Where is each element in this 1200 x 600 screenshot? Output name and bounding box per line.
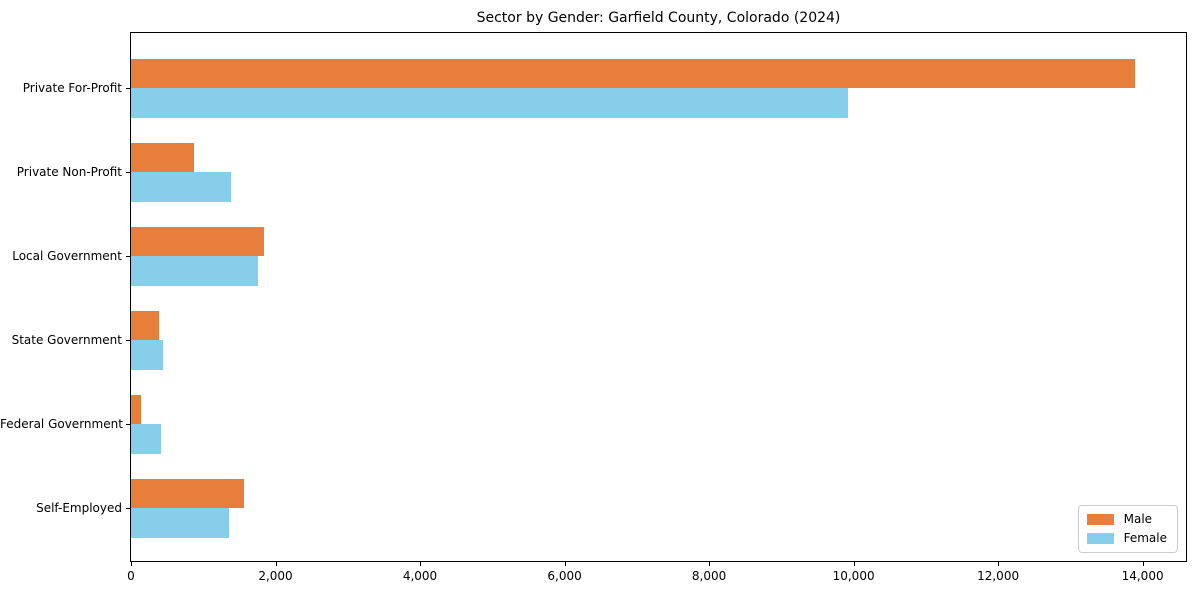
y-tick-mark [126,256,130,257]
bar-female-state-government [131,340,163,370]
x-tick-label-8000: 8,000 [691,569,727,583]
bar-female-private-for-profit [131,88,848,118]
x-tick-mark [998,562,1000,566]
bar-male-federal-government [131,394,141,424]
bar-female-private-non-profit [131,172,232,202]
x-tick-label-2000: 2,000 [258,569,293,583]
bar-male-private-for-profit [131,58,1136,88]
x-tick-mark [275,562,277,566]
y-tick-label-state-government: State Government [11,333,122,347]
y-tick-label-self-employed: Self-Employed [36,501,122,515]
bar-female-federal-government [131,424,161,454]
bar-male-self-employed [131,478,245,508]
x-tick-mark [420,562,421,566]
legend-swatch-male-icon [1086,514,1114,525]
x-tick-mark [1142,562,1144,566]
y-tick-label-federal-government: Federal Government [0,417,123,431]
y-tick-mark [126,88,130,89]
bar-female-self-employed [131,508,229,538]
legend-item-female: Female [1086,531,1167,545]
x-tick-label-0: 0 [127,569,135,583]
x-tick-label-4000: 4,000 [402,569,438,583]
legend-label-female: Female [1123,531,1167,545]
bar-male-private-non-profit [131,142,194,172]
plot-area: Male Female [130,32,1187,562]
legend-swatch-female-icon [1086,533,1114,544]
bar-male-state-government [131,310,160,340]
x-tick-mark [853,562,855,566]
x-tick-label-6000: 6,000 [547,569,582,583]
legend-item-male: Male [1086,512,1167,526]
bars-layer [131,33,1186,561]
x-tick-label-14000: 14,000 [1121,569,1164,583]
x-tick-mark [709,562,711,566]
y-tick-mark [126,172,130,173]
y-tick-label-local-government: Local Government [12,249,122,263]
bar-male-local-government [131,226,264,256]
y-tick-label-private-non-profit: Private Non-Profit [16,165,122,179]
chart-title: Sector by Gender: Garfield County, Color… [476,10,841,26]
y-tick-mark [126,424,130,425]
bar-female-local-government [131,256,258,286]
legend: Male Female [1077,505,1178,553]
y-tick-mark [126,340,130,341]
x-tick-label-12000: 12,000 [977,569,1020,583]
y-tick-label-private-for-profit: Private For-Profit [22,81,122,95]
x-tick-label-10000: 10,000 [832,569,875,583]
y-tick-mark [126,508,130,509]
x-tick-mark [131,562,132,566]
x-tick-mark [564,562,566,566]
legend-label-male: Male [1123,512,1153,526]
